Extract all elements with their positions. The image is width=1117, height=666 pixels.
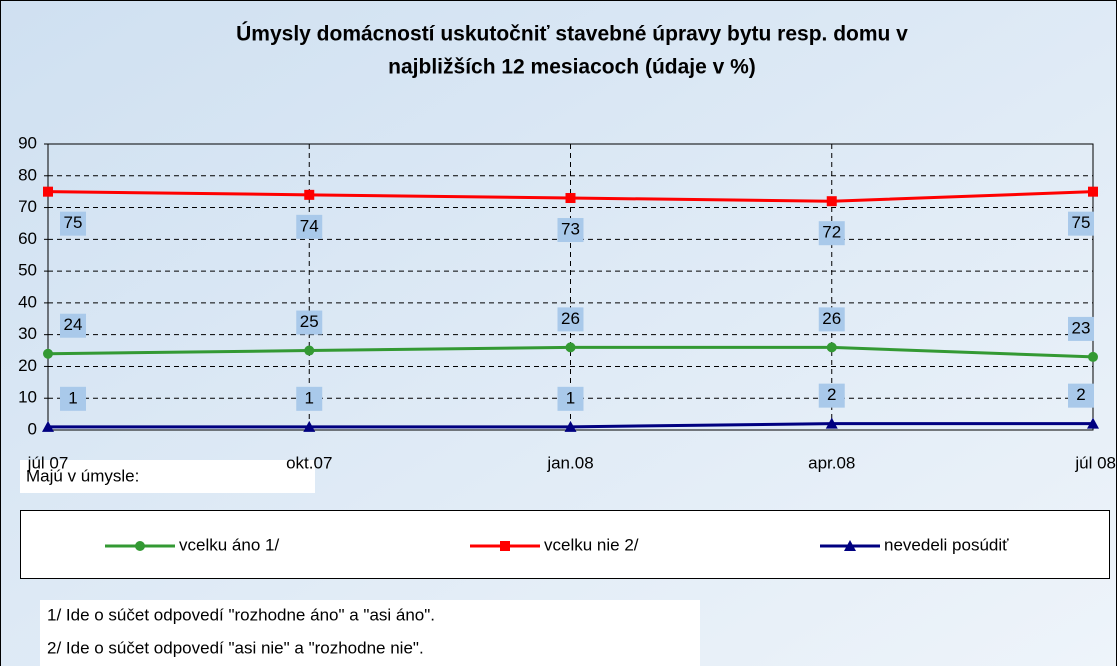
marker	[303, 420, 316, 432]
marker	[564, 420, 577, 432]
x-tick-label: júl 08	[1074, 453, 1116, 472]
chart-title: najbližších 12 mesiacoch (údaje v %)	[388, 56, 756, 79]
marker	[565, 193, 576, 204]
y-tick-label: 90	[18, 133, 37, 152]
marker	[826, 342, 837, 353]
data-label: 2	[827, 385, 836, 404]
marker	[1088, 351, 1098, 362]
marker	[1088, 186, 1098, 197]
data-label: 2	[1076, 385, 1085, 404]
marker	[43, 348, 53, 359]
legend-label: nevedeli posúdiť	[884, 535, 1009, 554]
marker	[42, 420, 54, 432]
data-label: 23	[1072, 318, 1091, 337]
data-label: 75	[1072, 213, 1091, 232]
marker	[304, 345, 315, 356]
marker	[135, 541, 145, 551]
chart-title: Úmysly domácností uskutočniť stavebné úp…	[236, 22, 908, 46]
data-label-box	[557, 218, 584, 243]
y-tick-label: 20	[18, 356, 37, 375]
x-tick-label: okt.07	[286, 453, 332, 472]
note: 2/ Ide o súčet odpovedí "asi nie" a "roz…	[47, 638, 424, 657]
note: 1/ Ide o súčet odpovedí "rozhodne áno" a…	[47, 605, 435, 624]
legend-box	[20, 510, 1110, 579]
data-label-box	[60, 211, 86, 236]
marker	[500, 541, 510, 551]
data-label: 74	[300, 216, 319, 235]
legend-title-box	[20, 460, 315, 493]
y-tick-label: 0	[28, 419, 37, 438]
y-tick-label: 40	[18, 292, 37, 311]
legend-label: vcelku nie 2/	[544, 535, 639, 554]
data-label: 26	[561, 309, 580, 328]
marker	[1087, 417, 1099, 429]
data-label: 1	[305, 388, 314, 407]
legend-label: vcelku áno 1/	[179, 535, 279, 554]
x-tick-label: jan.08	[546, 453, 593, 472]
y-tick-label: 70	[18, 197, 37, 216]
data-label-box	[1068, 316, 1094, 341]
data-label-box	[818, 221, 845, 246]
marker	[825, 417, 838, 429]
y-tick-label: 10	[18, 388, 37, 407]
data-label-box	[60, 313, 86, 338]
data-label: 72	[822, 223, 841, 242]
x-tick-label: apr.08	[808, 453, 855, 472]
data-label-box	[1068, 211, 1094, 236]
data-label: 24	[64, 315, 83, 334]
y-tick-label: 30	[18, 324, 37, 343]
marker	[844, 540, 856, 551]
data-label: 75	[64, 213, 83, 232]
legend-title: Majú v úmysle:	[26, 466, 139, 485]
data-label-box	[818, 383, 845, 408]
x-tick-label: júl 07	[27, 453, 69, 472]
data-label-box	[60, 386, 86, 411]
data-label-box	[1068, 383, 1094, 408]
y-tick-label: 50	[18, 261, 37, 280]
marker	[304, 189, 315, 200]
data-label-box	[296, 214, 323, 239]
data-label-box	[557, 307, 584, 332]
marker	[43, 186, 53, 197]
notes-box	[40, 600, 700, 666]
data-label-box	[296, 386, 323, 411]
data-label: 1	[68, 388, 77, 407]
marker	[826, 196, 837, 207]
data-label-box	[557, 386, 584, 411]
data-label-box	[818, 307, 845, 332]
y-tick-label: 80	[18, 165, 37, 184]
data-label: 26	[822, 309, 841, 328]
marker	[565, 342, 576, 353]
data-label: 1	[566, 388, 575, 407]
data-label: 25	[300, 312, 319, 331]
data-label-box	[296, 310, 323, 335]
data-label: 73	[561, 220, 580, 239]
y-tick-label: 60	[18, 229, 37, 248]
